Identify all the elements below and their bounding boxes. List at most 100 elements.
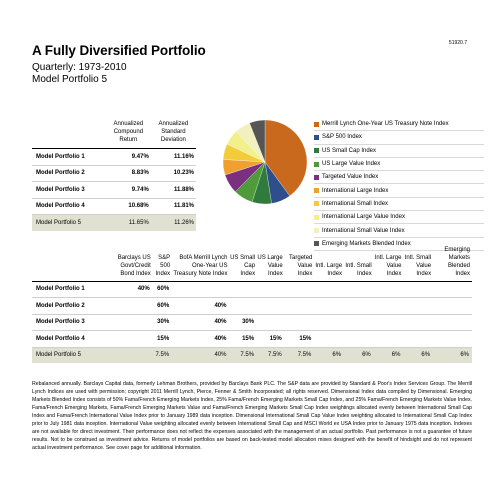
allocation-cell [229, 297, 258, 315]
allocation-row-name: Model Portfolio 3 [32, 314, 110, 332]
legend-swatch [314, 148, 319, 154]
allocation-cell: 6% [373, 347, 404, 364]
allocation-cell [109, 297, 153, 315]
summary-header-row: Annualized Compound Return Annualized St… [32, 120, 196, 149]
allocation-cell: 40% [109, 281, 153, 299]
allocation-cell [109, 314, 153, 332]
legend-label: Merrill Lynch One-Year US Treasury Note … [322, 121, 449, 128]
allocation-cell [257, 297, 285, 315]
legend-label: S&P 500 Index [322, 134, 362, 141]
allocation-cell [373, 297, 404, 315]
allocation-row-name: Model Portfolio 5 [32, 347, 110, 364]
allocation-cell [109, 330, 153, 348]
summary-sd: 11.81% [150, 198, 196, 215]
legend-swatch [314, 228, 319, 234]
allocation-cell [373, 281, 404, 299]
legend-item: International Small Index [314, 198, 484, 212]
allocation-row-name: Model Portfolio 2 [32, 297, 110, 315]
legend-swatch [314, 214, 319, 220]
allocation-cell: 6% [433, 347, 472, 364]
allocation-cell [172, 281, 230, 299]
allocation-row: Model Portfolio 3 30% 40% 30% [32, 314, 472, 332]
allocation-pie-chart [222, 119, 308, 205]
allocation-header-cell: Intl. Large Index [314, 247, 345, 282]
summary-row-name: Model Portfolio 1 [32, 148, 106, 166]
allocation-cell: 6% [314, 347, 345, 364]
allocation-cell [229, 281, 258, 299]
allocation-cell: 40% [172, 297, 230, 315]
legend-item: Targeted Value Index [314, 171, 484, 185]
allocation-cell: 60% [152, 281, 173, 299]
allocation-header-blank [32, 247, 110, 282]
allocation-cell: 30% [152, 314, 173, 332]
allocation-cell [314, 314, 345, 332]
allocation-row: Model Portfolio 1 40% 60% [32, 281, 472, 299]
legend-swatch [314, 121, 319, 127]
allocation-cell [257, 281, 285, 299]
allocation-cell [344, 314, 374, 332]
allocation-cell [403, 314, 434, 332]
legend-label: International Large Index [322, 187, 389, 194]
allocation-cell: 40% [172, 347, 230, 364]
allocation-cell [373, 330, 404, 348]
allocation-header-cell: Intl. Small Index [344, 247, 374, 282]
allocation-cell: 7.5% [229, 347, 258, 364]
legend-label: Emerging Markets Blended Index [322, 240, 411, 247]
allocation-cell [403, 330, 434, 348]
allocation-header-cell: Emerging Markets Blended Index [433, 247, 472, 282]
allocation-cell [344, 330, 374, 348]
pie-slice [264, 119, 308, 197]
allocation-cell [284, 314, 315, 332]
legend-swatch [314, 161, 319, 167]
allocation-cell [314, 281, 345, 299]
allocation-cell [314, 330, 345, 348]
allocation-table: Barclays US Govt/Credit Bond Index S&P 50… [32, 247, 472, 364]
allocation-row-name: Model Portfolio 1 [32, 281, 110, 299]
legend-label: International Large Value Index [322, 214, 405, 221]
allocation-cell [284, 281, 315, 299]
allocation-cell [284, 297, 315, 315]
allocation-cell [403, 297, 434, 315]
summary-row: Model Portfolio 1 9.47% 11.16% [32, 148, 196, 166]
legend-swatch [314, 241, 319, 247]
allocation-cell: 6% [403, 347, 434, 364]
summary-return: 8.83% [106, 165, 151, 182]
legend-swatch [314, 174, 319, 180]
summary-row: Model Portfolio 2 8.83% 10.23% [32, 165, 196, 182]
pie-legend: Merrill Lynch One-Year US Treasury Note … [314, 118, 484, 251]
period-subtitle: Quarterly: 1973-2010 [32, 62, 127, 73]
allocation-cell: 7.5% [257, 347, 285, 364]
allocation-header-row: Barclays US Govt/Credit Bond Index S&P 50… [32, 247, 472, 282]
allocation-header-cell: US Small Cap Index [229, 247, 258, 282]
allocation-header-cell: S&P 500 Index [152, 247, 173, 282]
summary-row: Model Portfolio 3 9.74% 11.88% [32, 181, 196, 199]
allocation-cell: 40% [172, 314, 230, 332]
legend-swatch [314, 134, 319, 140]
allocation-cell: 60% [152, 297, 173, 315]
legend-item: S&P 500 Index [314, 131, 484, 145]
legend-item: US Large Value Index [314, 158, 484, 172]
summary-table: Annualized Compound Return Annualized St… [32, 120, 196, 231]
portfolio-subtitle: Model Portfolio 5 [32, 74, 108, 85]
allocation-row: Model Portfolio 2 60% 40% [32, 297, 472, 315]
allocation-header-cell: Intl. Small Value Index [403, 247, 434, 282]
allocation-cell [109, 347, 153, 364]
summary-sd: 11.88% [150, 181, 196, 199]
document-code: 51920.7 [448, 40, 467, 46]
summary-sd: 10.23% [150, 165, 196, 182]
allocation-cell [433, 297, 472, 315]
summary-header-sd: Annualized Standard Deviation [150, 120, 196, 149]
legend-swatch [314, 188, 319, 194]
allocation-cell [257, 314, 285, 332]
pie-slice [249, 119, 266, 163]
allocation-header-cell: Barclays US Govt/Credit Bond Index [109, 247, 153, 282]
allocation-cell: 15% [229, 330, 258, 348]
allocation-row: Model Portfolio 4 15% 40% 15% 15% 15% [32, 330, 472, 348]
legend-swatch [314, 201, 319, 207]
summary-return: 9.74% [106, 181, 151, 199]
allocation-cell [403, 281, 434, 299]
allocation-cell [433, 281, 472, 299]
summary-sd: 11.26% [150, 214, 196, 231]
allocation-row-highlighted: Model Portfolio 5 7.5% 40% 7.5% 7.5% 7.5% 6% 6%… [32, 347, 472, 364]
allocation-cell [373, 314, 404, 332]
